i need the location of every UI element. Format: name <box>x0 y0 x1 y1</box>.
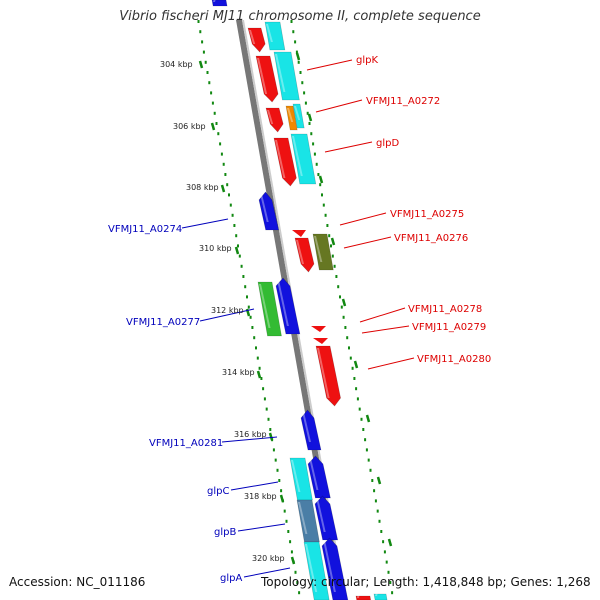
gene-A0276-red[interactable] <box>294 237 315 273</box>
gene-VFMJ11_A0275[interactable] <box>292 230 306 237</box>
label-connector <box>181 218 229 229</box>
gene-label-VFMJ11_A0278[interactable]: VFMJ11_A0278 <box>408 304 482 315</box>
label-connector <box>367 357 415 370</box>
gene-A0277-blue[interactable] <box>275 277 301 335</box>
label-connector <box>339 212 387 226</box>
gene-VFMJ11_A0272[interactable] <box>285 105 298 131</box>
gene-VFMJ11_A0274[interactable] <box>258 191 280 231</box>
gene-cyan-upstream[interactable] <box>264 21 286 51</box>
major-ticks <box>198 52 393 565</box>
gene-label-VFMJ11_A0275[interactable]: VFMJ11_A0275 <box>390 209 464 220</box>
gene-A0272-cyan[interactable] <box>292 103 305 129</box>
gene-VFMJ11_A0276[interactable] <box>312 233 334 271</box>
gene-label-VFMJ11_A0276[interactable]: VFMJ11_A0276 <box>394 233 468 244</box>
label-connector <box>315 99 363 113</box>
gene-VFMJ11_A0278[interactable] <box>311 326 326 332</box>
gene-label-glpD[interactable]: glpD <box>376 138 399 149</box>
label-connector <box>343 236 392 249</box>
gene-label-VFMJ11_A0277[interactable]: VFMJ11_A0277 <box>126 317 200 328</box>
tick-label-310: 310 kbp <box>199 244 232 253</box>
forward-gene-labels: glpK VFMJ11_A0272 glpD VFMJ11_A0275 VFMJ… <box>356 55 491 365</box>
gene-VFMJ11_A0277[interactable] <box>257 281 282 337</box>
accession-label: Accession: NC_011186 <box>9 575 146 589</box>
label-connector <box>230 481 279 491</box>
tick-label-306: 306 kbp <box>173 122 206 131</box>
gene-VFMJ11_A0281[interactable] <box>300 409 322 451</box>
gene-glpD-cyan[interactable] <box>290 133 317 185</box>
label-connector <box>237 523 286 532</box>
tick-labels: 304 kbp 306 kbp 308 kbp 310 kbp 312 kbp … <box>160 60 285 563</box>
label-connector <box>221 436 278 443</box>
gene-label-VFMJ11_A0274[interactable]: VFMJ11_A0274 <box>108 224 182 235</box>
map-title: Vibrio fischeri MJ11 chromosome II, comp… <box>119 9 481 24</box>
tick-label-314: 314 kbp <box>222 368 255 377</box>
label-connector <box>243 567 291 578</box>
tick-rings <box>197 20 394 595</box>
reverse-gene-labels: VFMJ11_A0274 VFMJ11_A0277 VFMJ11_A0281 g… <box>108 224 242 584</box>
tick-label-308: 308 kbp <box>186 183 219 192</box>
gene-glpK-cyan[interactable] <box>273 51 300 101</box>
gene-glpD[interactable] <box>273 137 297 187</box>
tick-label-304: 304 kbp <box>160 60 193 69</box>
gene-bottom-cyan[interactable] <box>373 593 388 600</box>
gene-label-glpC[interactable]: glpC <box>207 486 229 497</box>
label-connector <box>306 59 353 71</box>
label-connector <box>324 141 373 153</box>
gene-bottom-red[interactable] <box>355 595 372 600</box>
gene-label-VFMJ11_A0272[interactable]: VFMJ11_A0272 <box>366 96 440 107</box>
gene-label-VFMJ11_A0281[interactable]: VFMJ11_A0281 <box>149 438 223 449</box>
gene-VFMJ11_A0279[interactable] <box>313 338 328 344</box>
tick-label-318: 318 kbp <box>244 492 277 501</box>
gene-VFMJ11_A0272-red[interactable] <box>265 107 284 133</box>
label-connectors <box>181 59 415 578</box>
gene-glpA[interactable] <box>303 541 330 600</box>
gene-glpB[interactable] <box>296 499 320 543</box>
gene-glpA-blue[interactable] <box>321 537 349 600</box>
label-connector <box>361 325 410 334</box>
gene-glpC[interactable] <box>289 457 313 501</box>
gene-label-VFMJ11_A0279[interactable]: VFMJ11_A0279 <box>412 322 486 333</box>
gene-label-glpA[interactable]: glpA <box>220 573 242 584</box>
gene-label-VFMJ11_A0280[interactable]: VFMJ11_A0280 <box>417 354 491 365</box>
tick-label-320: 320 kbp <box>252 554 285 563</box>
gene-label-glpK[interactable]: glpK <box>356 55 378 66</box>
genes <box>211 0 388 600</box>
gene-glpK-upstream[interactable] <box>247 27 266 53</box>
tick-label-316: 316 kbp <box>234 430 267 439</box>
right-tick-ring <box>290 20 394 595</box>
gene-glpK[interactable] <box>255 55 279 103</box>
gene-top-blue[interactable] <box>211 0 228 7</box>
label-connector <box>199 308 255 322</box>
gene-label-glpB[interactable]: glpB <box>214 527 236 538</box>
gene-VFMJ11_A0280[interactable] <box>315 345 341 407</box>
label-connector <box>359 307 406 323</box>
tick-label-312: 312 kbp <box>211 306 244 315</box>
genome-stats-label: Topology: circular; Length: 1,418,848 bp… <box>261 575 591 589</box>
